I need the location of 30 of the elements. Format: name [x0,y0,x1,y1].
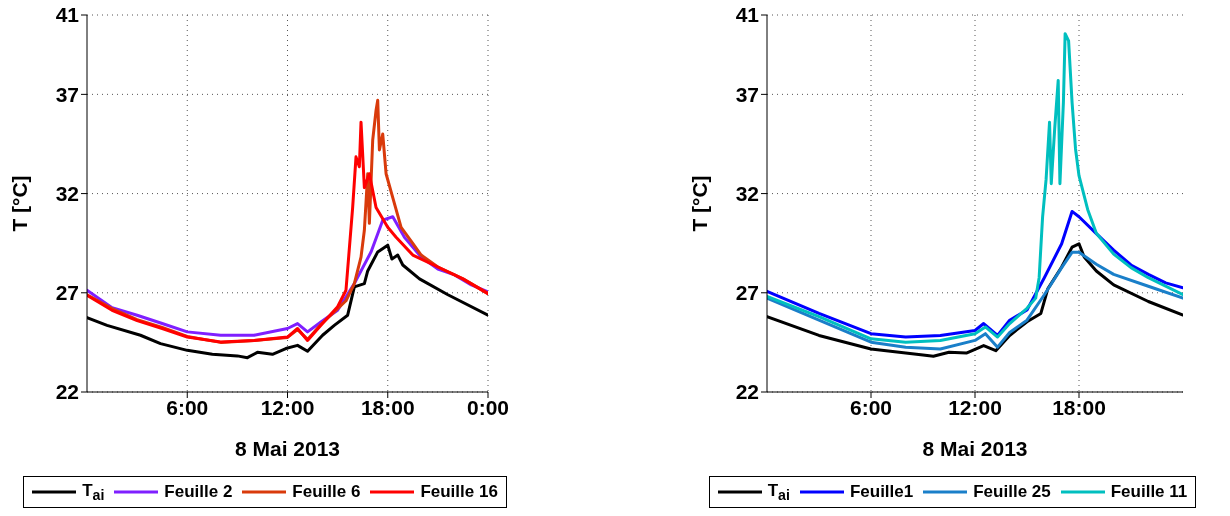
y-tick-label: 37 [55,82,79,106]
legend-label: T$_{ai}$ [767,481,790,504]
y-axis-title: T [°C] [8,175,32,232]
line-series [767,32,1183,344]
x-tick-label: 18:00 [1052,395,1106,419]
y-tick-label: 41 [55,3,80,27]
y-tick-label: 22 [55,380,79,404]
legend-label: Feuille 16 [420,482,498,503]
legend-label: Feuille 2 [164,482,233,503]
y-tick-label: 41 [735,3,760,27]
legend-label: T$_{ai}$ [82,481,105,504]
x-tick-label: 6:00 [166,395,209,419]
x-tick-label: 0:00 [466,395,510,419]
x-tick-label: 6:00 [849,395,893,419]
y-tick-label: 37 [735,82,759,106]
y-axis-title: T [°C] [688,175,712,232]
y-tick-label: 32 [55,182,79,206]
y-tick-label: 27 [55,281,79,305]
y-tick-label: 27 [735,281,759,305]
y-tick-label: 22 [735,380,759,404]
legend-label: Feuille 25 [973,482,1051,503]
x-tick-label: 12:00 [260,395,315,419]
x-tick-label: 18:00 [360,395,415,419]
legend-label: Feuille 11 [1110,482,1188,503]
x-tick-label: 12:00 [948,395,1002,419]
x-axis-title: 8 Mai 2013 [922,437,1028,460]
legend-label: Feuille1 [849,482,914,503]
x-axis-title: 8 Mai 2013 [234,437,341,460]
y-tick-label: 32 [735,182,759,206]
legend-label: Feuille 6 [292,482,361,503]
